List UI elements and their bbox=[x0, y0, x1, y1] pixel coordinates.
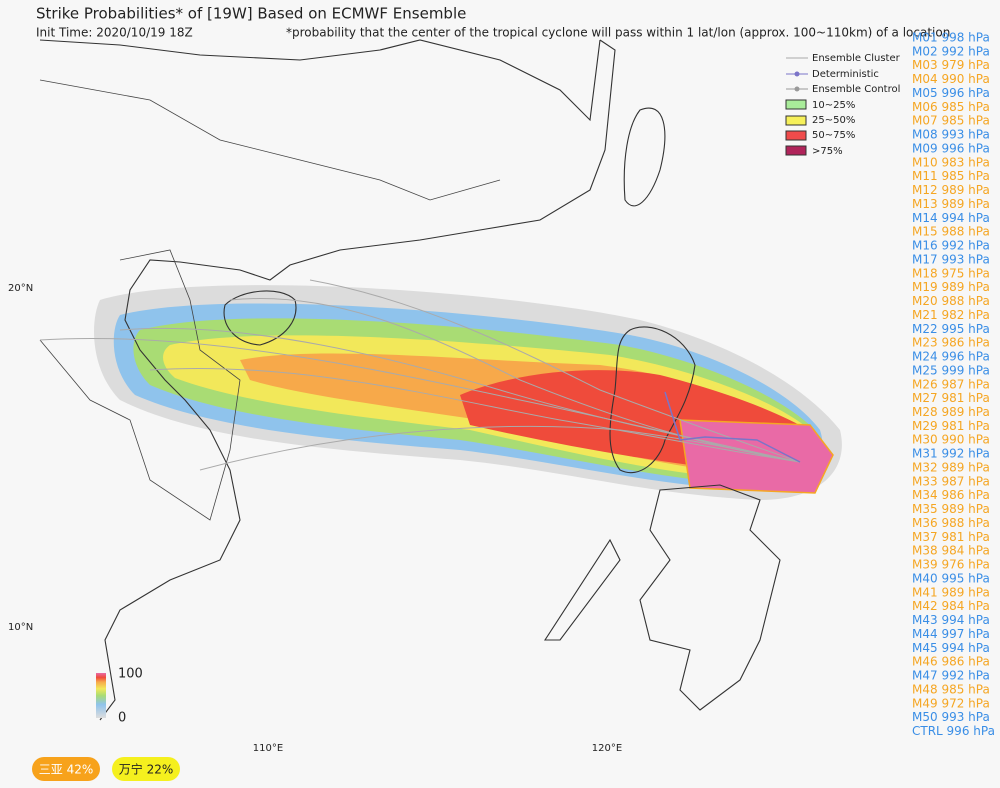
colorbar-max: 100 bbox=[118, 667, 143, 682]
member-pressure: M46 986 hPa bbox=[912, 655, 990, 669]
member-pressure: M35 989 hPa bbox=[912, 502, 990, 516]
lon-label: 110°E bbox=[253, 743, 283, 754]
legend-swatch bbox=[785, 115, 807, 126]
member-pressure: M01 998 hPa bbox=[912, 31, 990, 45]
legend-label: 50~75% bbox=[812, 130, 855, 141]
member-pressure: M12 989 hPa bbox=[912, 183, 990, 197]
member-pressure: M05 996 hPa bbox=[912, 86, 990, 100]
member-pressure: M03 979 hPa bbox=[912, 58, 990, 72]
title: Strike Probabilities* of [19W] Based on … bbox=[36, 5, 466, 23]
ensemble-tracks bbox=[39, 279, 801, 471]
member-pressure: M42 984 hPa bbox=[912, 599, 990, 613]
lon-label: 120°E bbox=[592, 743, 622, 754]
member-pressure: M27 981 hPa bbox=[912, 391, 990, 405]
member-pressure: M39 976 hPa bbox=[912, 558, 990, 572]
member-pressure: M40 995 hPa bbox=[912, 571, 990, 585]
member-pressure: M33 987 hPa bbox=[912, 474, 990, 488]
member-pressure: M04 990 hPa bbox=[912, 72, 990, 86]
lat-label: 10°N bbox=[8, 622, 33, 633]
legend-swatch bbox=[785, 145, 807, 156]
location-badge bbox=[112, 757, 180, 781]
location-badge bbox=[32, 757, 100, 781]
member-pressure: M02 992 hPa bbox=[912, 44, 990, 58]
member-pressure: M20 988 hPa bbox=[912, 294, 990, 308]
coastlines bbox=[39, 39, 781, 721]
legend-swatch bbox=[785, 99, 807, 110]
member-pressure: M50 993 hPa bbox=[912, 710, 990, 724]
member-pressure: M17 993 hPa bbox=[912, 252, 990, 266]
member-pressure: M24 996 hPa bbox=[912, 350, 990, 364]
footnote: *probability that the center of the trop… bbox=[286, 26, 950, 40]
member-pressure: M11 985 hPa bbox=[912, 169, 990, 183]
member-pressure: M48 985 hPa bbox=[912, 682, 990, 696]
colorbar bbox=[96, 673, 106, 718]
legend-label: Deterministic bbox=[812, 69, 879, 80]
member-pressure: M13 989 hPa bbox=[912, 197, 990, 211]
member-pressure: M26 987 hPa bbox=[912, 377, 990, 391]
legend-swatch bbox=[785, 130, 807, 141]
legend-label: Ensemble Control bbox=[812, 84, 900, 95]
member-pressure: M43 994 hPa bbox=[912, 613, 990, 627]
member-pressure: M32 989 hPa bbox=[912, 460, 990, 474]
lat-label: 20°N bbox=[8, 283, 33, 294]
member-pressure: M41 989 hPa bbox=[912, 585, 990, 599]
member-pressure: M29 981 hPa bbox=[912, 419, 990, 433]
member-pressure: M08 993 hPa bbox=[912, 128, 990, 142]
member-pressure: M16 992 hPa bbox=[912, 239, 990, 253]
member-pressure: M19 989 hPa bbox=[912, 280, 990, 294]
init-time: Init Time: 2020/10/19 18Z bbox=[36, 26, 193, 40]
member-pressure: M34 986 hPa bbox=[912, 488, 990, 502]
legend-label: 25~50% bbox=[812, 115, 855, 126]
member-pressure: M38 984 hPa bbox=[912, 544, 990, 558]
member-pressure: M49 972 hPa bbox=[912, 696, 990, 710]
legend-label: >75% bbox=[812, 146, 843, 157]
member-pressure: M45 994 hPa bbox=[912, 641, 990, 655]
member-pressure: M21 982 hPa bbox=[912, 308, 990, 322]
legend-label: Ensemble Cluster bbox=[812, 53, 901, 64]
member-pressure: M09 996 hPa bbox=[912, 141, 990, 155]
legend-label: 10~25% bbox=[812, 100, 855, 111]
member-pressure: M06 985 hPa bbox=[912, 100, 990, 114]
member-pressure: M28 989 hPa bbox=[912, 405, 990, 419]
member-pressure: CTRL 996 hPa bbox=[912, 724, 995, 738]
member-pressure: M37 981 hPa bbox=[912, 530, 990, 544]
member-pressure: M47 992 hPa bbox=[912, 669, 990, 683]
member-pressure: M44 997 hPa bbox=[912, 627, 990, 641]
member-pressure: M30 990 hPa bbox=[912, 433, 990, 447]
member-pressure: M31 992 hPa bbox=[912, 447, 990, 461]
colorbar-min: 0 bbox=[118, 711, 126, 726]
location-badge-label: 三亚 42% bbox=[39, 763, 94, 777]
member-pressure: M36 988 hPa bbox=[912, 516, 990, 530]
member-pressure: M23 986 hPa bbox=[912, 336, 990, 350]
member-pressure: M07 985 hPa bbox=[912, 114, 990, 128]
location-badge-label: 万宁 22% bbox=[119, 762, 174, 777]
member-pressure: M22 995 hPa bbox=[912, 322, 990, 336]
member-pressure: M10 983 hPa bbox=[912, 155, 990, 169]
member-pressure: M25 999 hPa bbox=[912, 363, 990, 377]
member-pressure: M14 994 hPa bbox=[912, 211, 990, 225]
member-pressure: M18 975 hPa bbox=[912, 266, 990, 280]
member-pressure: M15 988 hPa bbox=[912, 225, 990, 239]
legend bbox=[785, 57, 808, 156]
